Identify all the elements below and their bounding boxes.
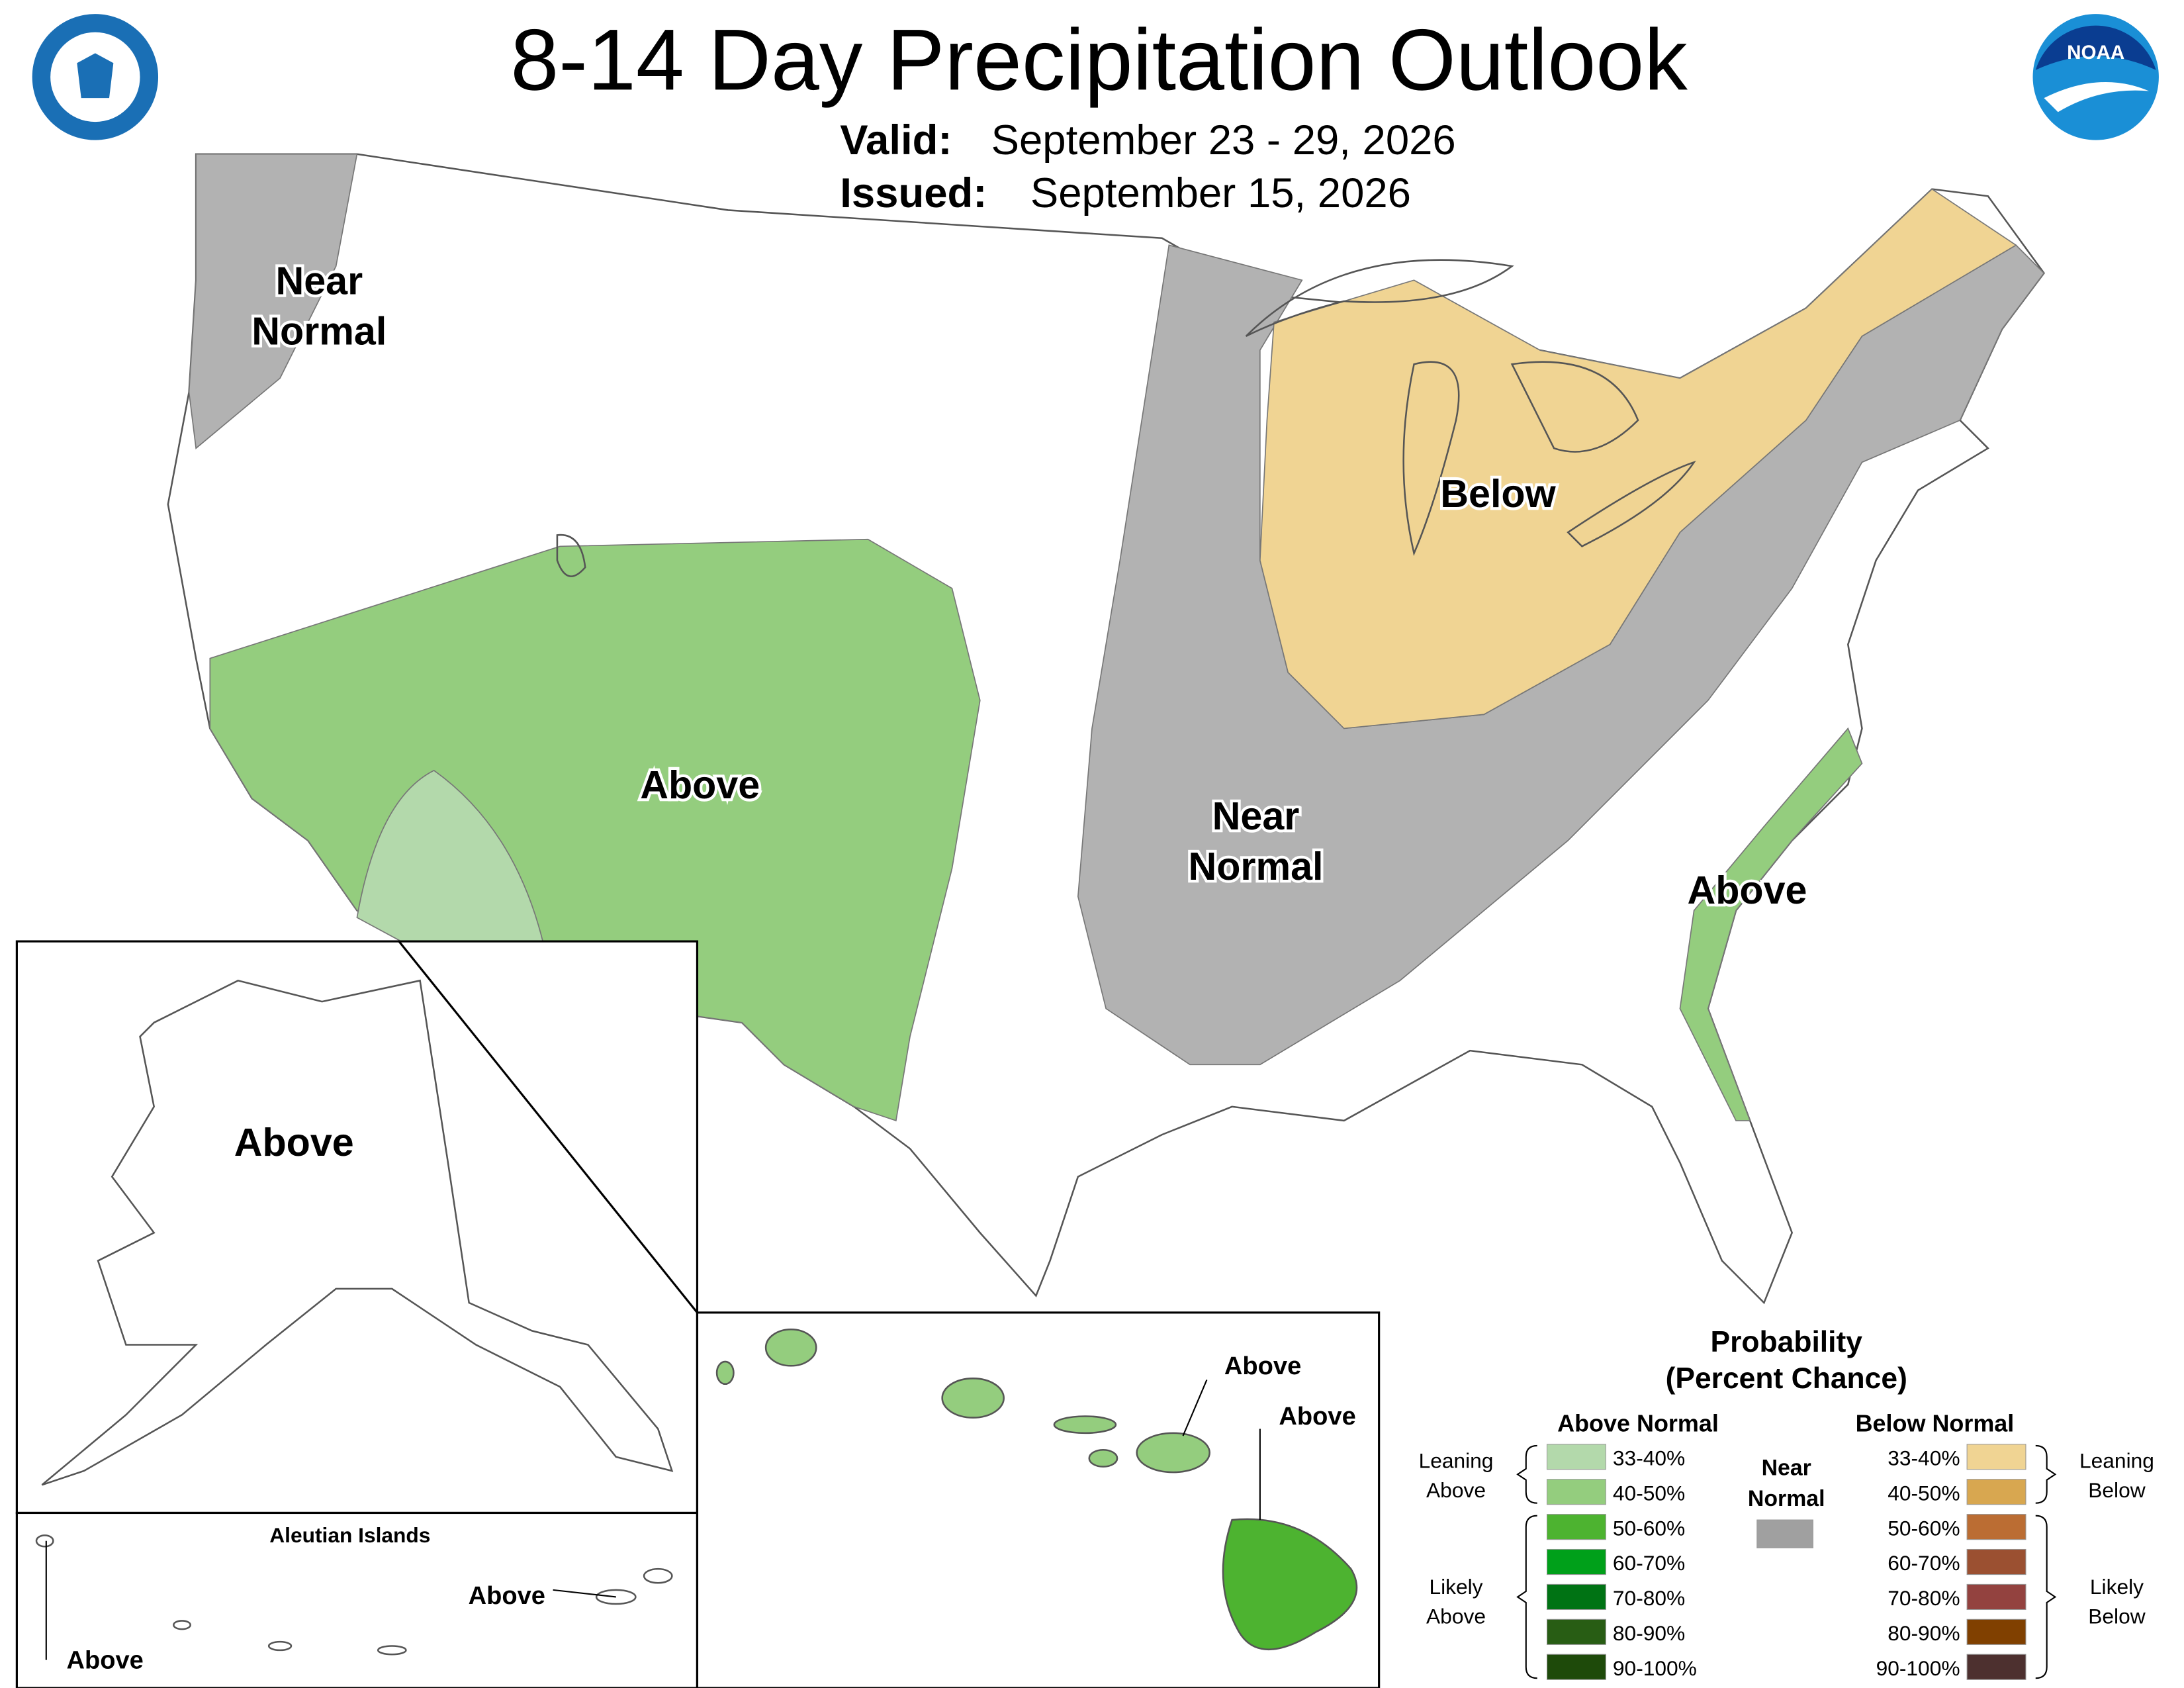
legend-bin-label: 80-90% xyxy=(1613,1621,1685,1645)
region-label: Near xyxy=(1212,794,1300,838)
alaska-label: Above xyxy=(234,1120,354,1164)
legend-swatch xyxy=(1546,1654,1606,1680)
region-label: Below xyxy=(1440,471,1556,516)
legend-swatch xyxy=(1546,1618,1606,1645)
legend-near-label: Normal xyxy=(1748,1486,1825,1511)
noaa-logo: NOAA xyxy=(2032,14,2159,140)
legend-swatch xyxy=(1546,1479,1606,1505)
legend-bin-label: 50-60% xyxy=(1888,1516,1960,1540)
aleutian-label: Above xyxy=(469,1582,545,1610)
legend-brace xyxy=(2035,1444,2057,1504)
alaska-inset xyxy=(15,940,699,1515)
legend-swatch xyxy=(1546,1548,1606,1575)
legend-bin-label: 33-40% xyxy=(1888,1446,1960,1470)
aleutians-inset xyxy=(15,1511,699,1688)
lake-erie xyxy=(1567,460,1696,547)
legend-bin-label: 50-60% xyxy=(1613,1516,1685,1540)
lake-superior xyxy=(1245,259,1514,338)
title: 8-14 Day Precipitation Outlook xyxy=(510,11,1688,108)
valid-dates: September 23 - 29, 2026 xyxy=(991,117,1456,164)
legend-group-label: Above xyxy=(1426,1478,1486,1502)
legend-brace xyxy=(1516,1444,1537,1504)
aleutians-title: Aleutian Islands xyxy=(269,1523,430,1547)
hawaii-pointer xyxy=(1182,1380,1208,1436)
legend-swatch xyxy=(1546,1514,1606,1540)
valid-label: Valid: xyxy=(840,117,952,164)
commerce-seal xyxy=(32,14,159,140)
legend-swatch xyxy=(1966,1548,2026,1575)
legend-bin-label: 60-70% xyxy=(1888,1551,1960,1575)
legend-near-label: Near xyxy=(1762,1455,1811,1480)
region-label: Above xyxy=(1688,868,1807,912)
below-33-40 xyxy=(1259,188,2017,729)
legend-group-label: Leaning xyxy=(2079,1449,2154,1473)
lake-michigan xyxy=(1402,361,1460,556)
legend-bin-label: 90-100% xyxy=(1876,1656,1960,1680)
legend-swatch xyxy=(1966,1444,2026,1470)
legend-swatch xyxy=(1966,1618,2026,1645)
legend-bin-label: 90-100% xyxy=(1613,1656,1697,1680)
inset-connector xyxy=(398,941,698,1313)
legend-group-label: Likely xyxy=(1429,1575,1482,1599)
legend-bin-label: 40-50% xyxy=(1888,1481,1960,1505)
region-label: Above xyxy=(640,763,760,807)
legend-brace xyxy=(2035,1515,2057,1679)
legend-group-label: Below xyxy=(2088,1605,2145,1628)
legend-bin-label: 70-80% xyxy=(1613,1586,1685,1610)
legend-swatch xyxy=(1546,1444,1606,1470)
near-normal-northwest xyxy=(188,153,358,449)
great-salt-lake xyxy=(556,534,586,577)
legend-group-label: Likely xyxy=(2090,1575,2144,1599)
aleutian-label: Above xyxy=(66,1646,143,1674)
legend-bin-label: 70-80% xyxy=(1888,1586,1960,1610)
legend-header: Above Normal xyxy=(1557,1410,1719,1437)
legend-header: Below Normal xyxy=(1856,1410,2015,1437)
legend-swatch xyxy=(1966,1514,2026,1540)
legend-group-label: Above xyxy=(1426,1605,1486,1628)
legend-swatch xyxy=(1756,1519,1813,1548)
hawaii-label: Above xyxy=(1279,1403,1355,1430)
issued-label: Issued: xyxy=(840,170,987,216)
issued-date: September 15, 2026 xyxy=(1030,170,1411,216)
aleutian-islands xyxy=(35,1534,673,1656)
legend-swatch xyxy=(1966,1479,2026,1505)
alaska-land xyxy=(41,979,674,1486)
lake-huron xyxy=(1510,361,1639,453)
legend: Probability (Percent Chance) Above Normal B… xyxy=(1419,1326,2154,1680)
region-label: Normal xyxy=(1188,844,1323,888)
legend-bin-label: 40-50% xyxy=(1613,1481,1685,1505)
legend-swatch xyxy=(1966,1583,2026,1611)
legend-brace xyxy=(1516,1515,1537,1679)
aleutian-pointer xyxy=(553,1589,616,1598)
legend-bin-label: 60-70% xyxy=(1613,1551,1685,1575)
legend-group-label: Below xyxy=(2088,1478,2145,1502)
noaa-text: NOAA xyxy=(2067,42,2124,64)
above-40-50-southeast xyxy=(1679,727,1863,1121)
hawaii-label: Above xyxy=(1224,1352,1301,1380)
legend-group-label: Leaning xyxy=(1419,1449,1494,1473)
legend-swatch xyxy=(1546,1583,1606,1611)
legend-title: Probability xyxy=(1710,1326,1862,1358)
legend-bin-label: 33-40% xyxy=(1613,1446,1685,1470)
legend-swatch xyxy=(1966,1654,2026,1680)
legend-title: (Percent Chance) xyxy=(1666,1362,1907,1395)
legend-bin-label: 80-90% xyxy=(1888,1621,1960,1645)
region-label: Near xyxy=(275,258,363,303)
region-label: Normal xyxy=(251,309,387,353)
conus-map xyxy=(167,153,2046,1305)
hawaii-islands xyxy=(715,1328,1358,1650)
above-40-50-west xyxy=(209,538,981,1122)
region-labels: Near Normal Below Above Near Normal Above Above… xyxy=(66,256,1809,1674)
